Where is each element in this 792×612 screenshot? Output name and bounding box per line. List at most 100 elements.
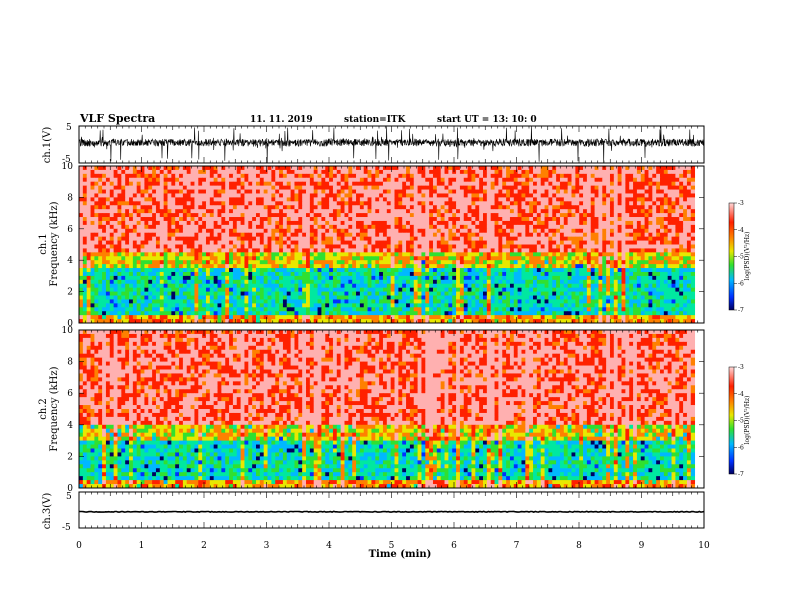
- spectrogram-cell: [194, 205, 199, 210]
- spectrogram-cell: [340, 185, 345, 190]
- spectrogram-cell: [179, 181, 184, 187]
- spectrogram-cell: [152, 268, 157, 273]
- spectrogram-cell: [102, 268, 107, 273]
- spectrogram-cell: [102, 213, 107, 218]
- spectrogram-cell: [348, 193, 353, 198]
- spectrogram-cell: [336, 268, 342, 273]
- spectrogram-cell: [663, 166, 669, 171]
- spectrogram-cell: [463, 193, 469, 198]
- spectrogram-cell: [363, 260, 368, 265]
- spectrogram-cell: [394, 220, 399, 226]
- spectrogram-cell: [248, 220, 253, 226]
- spectrogram-cell: [340, 169, 345, 175]
- spectrogram-cell: [171, 213, 176, 218]
- spectrogram-cell: [686, 166, 692, 171]
- spectrogram-cell: [498, 209, 503, 214]
- spectrogram-cell: [429, 185, 434, 190]
- spectrogram-cell: [363, 201, 368, 206]
- spectrogram-cell: [394, 224, 399, 230]
- spectrogram-cell: [479, 240, 484, 245]
- spectrogram-cell: [483, 217, 488, 222]
- spectrogram-cell: [175, 193, 180, 198]
- spectrogram-cell: [290, 185, 295, 190]
- spectrogram-cell: [483, 271, 488, 277]
- spectrogram-cell: [640, 197, 646, 202]
- spectrogram-cell: [313, 271, 318, 277]
- spectrogram-cell: [290, 166, 295, 171]
- spectrogram-cell: [194, 201, 199, 206]
- spectrogram-cell: [313, 197, 318, 202]
- spectrogram-cell: [683, 197, 688, 202]
- spectrogram-cell: [552, 177, 557, 183]
- spectrogram-cell: [421, 217, 426, 222]
- spectrogram-cell: [583, 244, 588, 249]
- spectrogram-cell: [179, 201, 184, 206]
- spectrogram-cell: [294, 209, 299, 214]
- spectrogram-cell: [556, 268, 561, 273]
- spectrogram-cell: [375, 193, 380, 198]
- spectrogram-cell: [563, 232, 569, 238]
- spectrogram-cell: [179, 189, 184, 194]
- spectrogram-cell: [594, 217, 599, 222]
- spectrogram-cell: [686, 213, 692, 218]
- spectrogram-cell: [90, 201, 95, 206]
- spectrogram-cell: [144, 213, 149, 218]
- spectrogram-cell: [583, 181, 588, 187]
- spectrogram-cell: [321, 181, 326, 187]
- spectrogram-cell: [90, 169, 95, 175]
- spectrogram-cell: [375, 232, 380, 238]
- spectrogram-cell: [579, 181, 584, 187]
- spectrogram-cell: [367, 228, 372, 234]
- spectrogram-cell: [329, 228, 334, 234]
- spectrogram-cell: [552, 264, 557, 269]
- spectrogram-cell: [686, 173, 692, 179]
- spectrogram-cell: [440, 271, 445, 277]
- spectrogram-cell: [352, 260, 357, 265]
- spectrogram-cell: [248, 217, 253, 222]
- spectrogram-cell: [248, 240, 253, 245]
- spectrogram-cell: [267, 275, 272, 281]
- spectrogram-cell: [279, 205, 284, 210]
- spectrogram-cell: [690, 228, 696, 234]
- spectrogram-cell: [182, 264, 188, 269]
- spectrogram-cell: [359, 260, 365, 265]
- spectrogram-cell: [82, 209, 88, 214]
- spectrogram-cell: [313, 185, 318, 190]
- spectrogram-cell: [586, 201, 592, 206]
- spectrogram-cell: [548, 177, 553, 183]
- spectrogram-cell: [613, 201, 619, 206]
- spectrogram-cell: [444, 279, 449, 285]
- spectrogram-cell: [202, 224, 207, 230]
- spectrogram-cell: [136, 264, 141, 269]
- spectrogram-cell: [86, 177, 91, 183]
- spectrogram-cell: [648, 213, 653, 218]
- spectrogram-cell: [575, 197, 580, 202]
- spectrogram-cell: [105, 240, 111, 245]
- spectrogram-cell: [240, 201, 245, 206]
- spectrogram-cell: [306, 248, 311, 253]
- spectrogram-cell: [125, 260, 130, 265]
- spectrogram-cell: [229, 220, 234, 226]
- spectrogram-cell: [490, 252, 495, 257]
- spectrogram-cell: [340, 220, 345, 226]
- spectrogram-cell: [471, 236, 476, 241]
- spectrogram-cell: [652, 177, 657, 183]
- spectrogram-cell: [244, 256, 249, 261]
- spectrogram-cell: [421, 248, 426, 253]
- spectrogram-cell: [221, 169, 226, 175]
- spectrogram-cell: [425, 271, 430, 277]
- spectrogram-cell: [105, 260, 111, 265]
- spectrogram-cell: [240, 209, 245, 214]
- spectrogram-cell: [298, 201, 303, 206]
- spectrogram-cell: [367, 189, 372, 194]
- spectrogram-cell: [271, 240, 276, 245]
- spectrogram-cell: [509, 169, 515, 175]
- spectrogram-cell: [683, 201, 688, 206]
- spectrogram-cell: [132, 220, 138, 226]
- spectrogram-cell: [325, 244, 330, 249]
- spectrogram-cell: [413, 209, 418, 214]
- spectrogram-cell: [344, 220, 349, 226]
- spectrogram-cell: [325, 181, 330, 187]
- spectrogram-cell: [267, 271, 272, 277]
- spectrogram-cell: [498, 177, 503, 183]
